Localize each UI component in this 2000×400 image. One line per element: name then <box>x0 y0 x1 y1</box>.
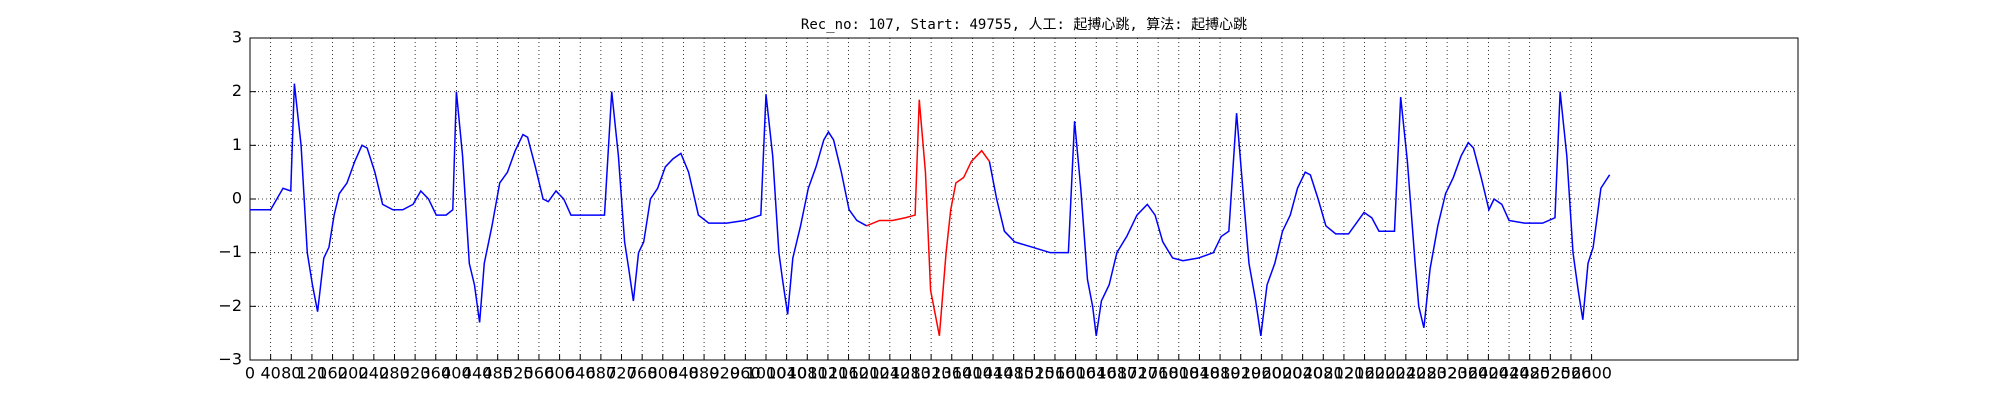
x-tick-label: 920 <box>709 364 740 383</box>
x-tick-label: 280 <box>379 364 410 383</box>
x-tick-label: 680 <box>586 364 617 383</box>
x-tick-label: 720 <box>606 364 637 383</box>
x-tick-label: 1120 <box>808 364 849 383</box>
x-tick-label: 480 <box>482 364 513 383</box>
x-tick-label: 1840 <box>1179 364 1220 383</box>
x-tick-label: 1800 <box>1158 364 1199 383</box>
x-tick-label: 1640 <box>1076 364 1117 383</box>
x-tick-label: 2200 <box>1365 364 1406 383</box>
x-tick-label: 640 <box>565 364 596 383</box>
x-tick-label: 400 <box>441 364 472 383</box>
x-tick-label: 1240 <box>869 364 910 383</box>
x-tick-label: 760 <box>627 364 658 383</box>
chart-title: Rec_no: 107, Start: 49755, 人工: 起搏心跳, 算法:… <box>801 16 1247 33</box>
x-tick-label: 1440 <box>973 364 1014 383</box>
x-tick-label: 1720 <box>1117 364 1158 383</box>
x-tick-label: 2480 <box>1509 364 1550 383</box>
x-tick-label: 2000 <box>1262 364 1303 383</box>
x-tick-label: 2120 <box>1324 364 1365 383</box>
x-tick-label: 1560 <box>1035 364 1076 383</box>
y-tick-label: −1 <box>218 242 242 261</box>
y-tick-label: −3 <box>218 350 242 369</box>
y-tick-label: 2 <box>232 81 242 100</box>
x-tick-label: 0 <box>245 364 255 383</box>
y-tick-label: −2 <box>218 296 242 315</box>
x-tick-label: 2600 <box>1571 364 1612 383</box>
x-tick-label: 360 <box>420 364 451 383</box>
x-tick-label: 1160 <box>828 364 869 383</box>
y-tick-label: 1 <box>232 135 242 154</box>
x-tick-label: 1880 <box>1200 364 1241 383</box>
x-tick-label: 1400 <box>952 364 993 383</box>
x-tick-label: 800 <box>648 364 679 383</box>
x-tick-label: 560 <box>524 364 555 383</box>
x-tick-label: 840 <box>668 364 699 383</box>
x-tick-label: 160 <box>317 364 348 383</box>
x-tick-label: 80 <box>281 364 301 383</box>
x-tick-label: 440 <box>462 364 493 383</box>
x-tick-label: 1920 <box>1220 364 1261 383</box>
x-tick-label: 2520 <box>1530 364 1571 383</box>
x-tick-label: 1960 <box>1241 364 1282 383</box>
x-tick-label: 520 <box>503 364 534 383</box>
ecg-line <box>988 91 1611 336</box>
x-tick-label: 40 <box>260 364 280 383</box>
x-tick-label: 320 <box>400 364 431 383</box>
x-tick-label: 2320 <box>1427 364 1468 383</box>
x-tick-label: 1760 <box>1138 364 1179 383</box>
x-tick-label: 2040 <box>1282 364 1323 383</box>
x-tick-label: 600 <box>544 364 575 383</box>
x-tick-label: 2360 <box>1447 364 1488 383</box>
x-tick-label: 200 <box>338 364 369 383</box>
ecg-line <box>866 99 991 336</box>
x-tick-label: 1480 <box>993 364 1034 383</box>
x-tick-label: 1600 <box>1055 364 1096 383</box>
y-tick-label: 3 <box>232 28 242 47</box>
x-tick-label: 1680 <box>1097 364 1138 383</box>
x-tick-label: 2440 <box>1489 364 1530 383</box>
x-tick-label: 2080 <box>1303 364 1344 383</box>
x-tick-label: 120 <box>297 364 328 383</box>
x-tick-label: 1360 <box>931 364 972 383</box>
x-tick-label: 1000 <box>746 364 787 383</box>
x-tick-label: 1200 <box>849 364 890 383</box>
x-tick-label: 1080 <box>787 364 828 383</box>
ecg-line <box>250 83 867 323</box>
x-tick-label: 960 <box>730 364 761 383</box>
x-tick-label: 880 <box>689 364 720 383</box>
plot-frame <box>249 37 1799 361</box>
x-tick-label: 1320 <box>911 364 952 383</box>
x-tick-label: 1040 <box>766 364 807 383</box>
x-tick-label: 2280 <box>1406 364 1447 383</box>
x-tick-label: 240 <box>359 364 390 383</box>
x-tick-label: 2160 <box>1344 364 1385 383</box>
y-tick-label: 0 <box>232 189 242 208</box>
x-tick-label: 1520 <box>1014 364 1055 383</box>
x-tick-label: 2240 <box>1385 364 1426 383</box>
x-tick-label: 1280 <box>890 364 931 383</box>
x-tick-label: 2560 <box>1551 364 1592 383</box>
x-tick-label: 2400 <box>1468 364 1509 383</box>
